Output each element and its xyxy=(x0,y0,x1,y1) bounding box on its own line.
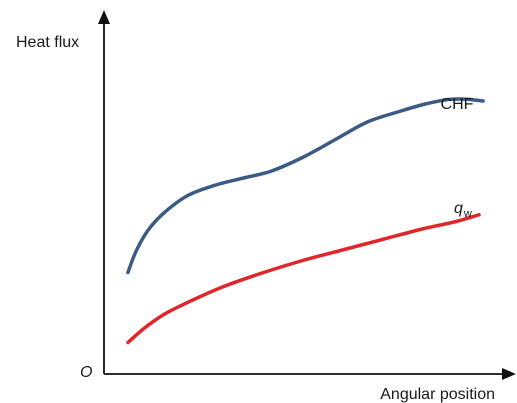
series-label-qw-main: q xyxy=(454,200,463,217)
x-axis-label: Angular position xyxy=(380,386,495,403)
plot-area: CHF qw xyxy=(98,10,516,380)
series-line-qw xyxy=(126,213,481,345)
series-line-chf xyxy=(126,97,485,275)
origin-label: O xyxy=(80,364,92,381)
x-axis-arrowhead xyxy=(502,368,516,380)
y-axis-arrowhead xyxy=(98,10,110,24)
series-label-chf: CHF xyxy=(441,96,474,113)
series-label-qw-subscript: w xyxy=(463,208,472,220)
series-label-layer: CHF qw xyxy=(441,96,474,220)
y-axis-label: Heat flux xyxy=(16,34,79,51)
series-layer xyxy=(126,97,485,345)
series-label-qw: qw xyxy=(454,200,472,220)
